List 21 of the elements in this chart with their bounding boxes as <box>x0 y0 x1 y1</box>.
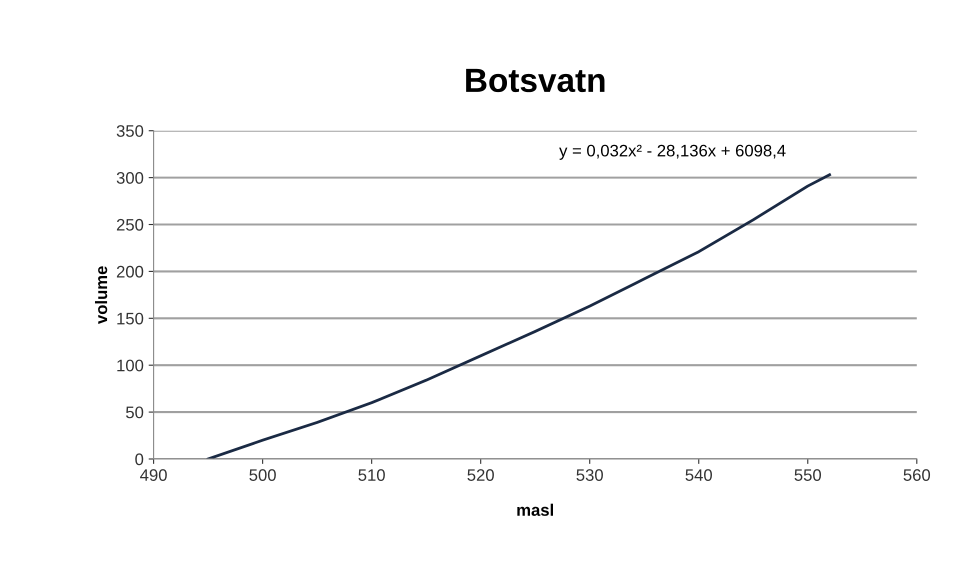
line-series <box>206 173 831 459</box>
x-tick-label: 540 <box>686 469 712 481</box>
y-tick-label: 150 <box>117 312 144 325</box>
x-tick-label: 510 <box>358 469 385 481</box>
y-tick-label: 100 <box>117 360 144 372</box>
x-tick-label: 490 <box>140 469 167 481</box>
x-tick-label: 560 <box>904 469 930 481</box>
annotation: y = 0,032x² - 28,136x + 6098,4 <box>559 144 786 160</box>
x-tick-label: 520 <box>467 469 494 481</box>
y-tick-label: 0 <box>135 453 144 466</box>
y-tick-label: 250 <box>116 218 144 231</box>
y-tick-label: 50 <box>126 406 144 418</box>
x-tick-label: 500 <box>249 469 276 481</box>
x-tick-label: 550 <box>794 469 822 481</box>
y-tick-label: 300 <box>116 172 144 184</box>
y-tick-label: 200 <box>116 266 144 278</box>
x-axis-title: masl <box>517 504 554 516</box>
y-axis-title: volume <box>94 266 108 324</box>
chart-title: Botsvatn <box>466 68 604 92</box>
x-tick-label: 530 <box>576 469 603 481</box>
y-tick-label: 350 <box>116 125 144 137</box>
